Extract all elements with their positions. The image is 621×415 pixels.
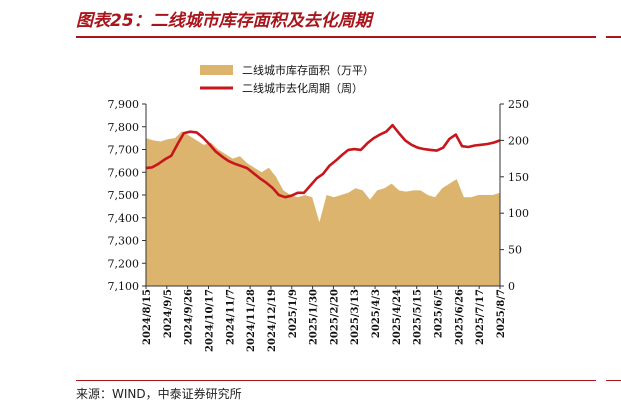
header-rule-right — [606, 36, 621, 38]
x-tick-label: 2024/9/26 — [184, 289, 195, 345]
inventory-area-layer — [146, 131, 500, 286]
y-left-tick-label: 7,900 — [108, 98, 140, 111]
legend-label-inventory: 二线城市库存面积（万平） — [242, 63, 374, 77]
y-left-tick-label: 7,100 — [108, 280, 140, 293]
x-tick-label: 2024/12/19 — [267, 289, 278, 352]
y-left-tick-label: 7,700 — [108, 144, 140, 157]
chart-title: 图表25：二线城市库存面积及去化周期 — [76, 11, 372, 31]
x-tick-label: 2025/1/30 — [309, 289, 320, 345]
y-right-tick-label: 250 — [508, 98, 529, 111]
x-tick-label: 2025/4/3 — [371, 289, 382, 338]
header-rule — [76, 36, 596, 38]
y-right-tick-label: 0 — [508, 280, 515, 293]
legend-swatch-inventory — [200, 65, 233, 75]
y-right-tick-label: 50 — [508, 244, 522, 257]
x-tick-label: 2024/10/17 — [204, 289, 215, 352]
x-tick-label: 2025/6/5 — [434, 289, 445, 338]
source-note: 来源：WIND，中泰证券研究所 — [76, 387, 242, 401]
footer-rule — [76, 380, 596, 381]
turnover-line-layer — [145, 123, 501, 199]
x-tick-label: 2025/5/15 — [413, 289, 424, 345]
x-tick-label: 2025/8/7 — [496, 289, 507, 338]
y-right-tick-label: 200 — [508, 134, 529, 147]
chart-canvas: 7,100 7,200 7,300 7,400 7,500 7,600 7,700 7,800… — [108, 63, 530, 352]
y-left-tick-label: 7,800 — [108, 121, 140, 134]
y-left-tick-label: 7,200 — [108, 257, 140, 270]
y-left-tick-label: 7,500 — [108, 189, 140, 202]
legend-label-turnover: 二线城市去化周期（周） — [242, 81, 363, 95]
x-tick-label: 2025/4/24 — [392, 289, 403, 345]
y-right-tick-label: 100 — [508, 207, 529, 220]
x-tick-label: 2025/6/26 — [454, 289, 465, 345]
y-left-tick-label: 7,600 — [108, 166, 140, 179]
x-tick-label: 2025/1/9 — [288, 289, 299, 338]
y-left-tick-label: 7,400 — [108, 212, 140, 225]
x-tick-label: 2024/9/5 — [163, 289, 174, 338]
inventory-area — [146, 131, 500, 286]
x-tick-label: 2024/11/7 — [225, 289, 236, 345]
x-tick-label: 2025/2/20 — [329, 289, 340, 345]
legend: 二线城市库存面积（万平） 二线城市去化周期（周） — [200, 63, 374, 95]
footer-rule-right — [606, 380, 621, 381]
x-tick-label: 2025/7/17 — [475, 289, 486, 345]
x-tick-label: 2024/11/28 — [246, 289, 257, 352]
y-left-tick-label: 7,300 — [108, 235, 140, 248]
y-right-tick-label: 150 — [508, 171, 529, 184]
x-tick-label: 2025/3/13 — [350, 289, 361, 345]
turnover-line — [145, 123, 501, 199]
x-tick-label: 2024/8/15 — [142, 289, 153, 345]
axes-layer: 7,100 7,200 7,300 7,400 7,500 7,600 7,700 7,800… — [108, 98, 530, 352]
